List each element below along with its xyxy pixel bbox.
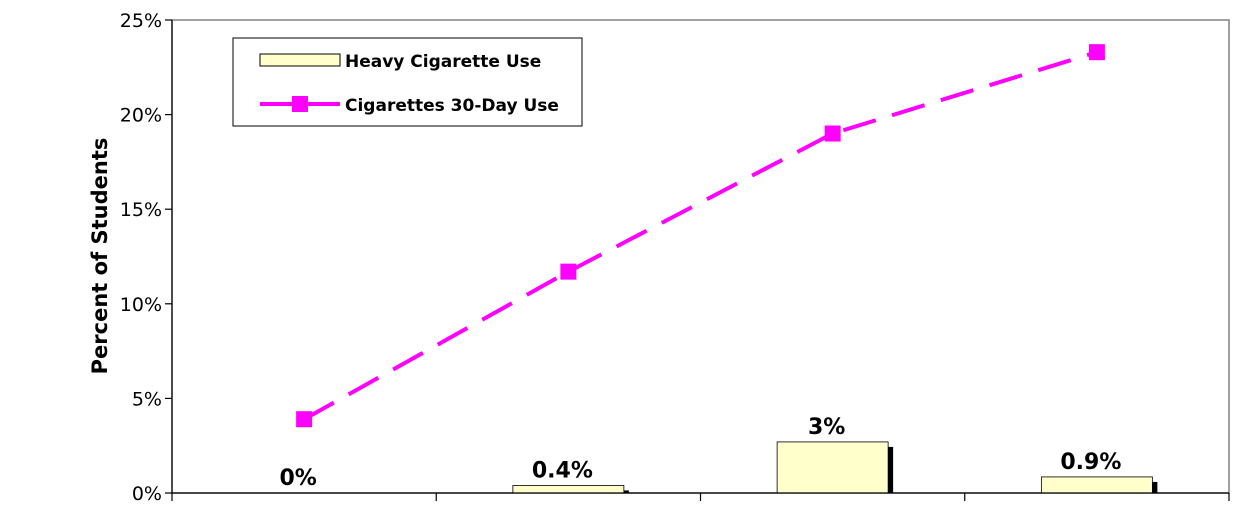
bar-1 [512,485,625,494]
y-axis-title: Percent of Students [88,138,112,375]
y-tick-label-0: 0% [132,483,162,505]
legend-bar-swatch [259,53,341,67]
y-tick-label-5: 25% [120,10,162,32]
y-tick-label-3: 15% [120,199,162,221]
bar-shadow-3 [1152,481,1158,493]
y-tick-label-4: 20% [120,105,162,127]
y-axis: 0% 5% 10% 15% 20% 25% [120,10,172,505]
legend-box [232,37,583,127]
line-marker-2 [824,125,841,142]
bar-series [512,441,1158,494]
bar-2 [776,441,889,494]
bar-3 [1040,476,1153,494]
line-series [296,44,1105,428]
y-tick-label-1: 5% [132,388,162,410]
legend-label-heavy: Heavy Cigarette Use [345,52,541,72]
bar-shadow-1 [623,490,629,493]
x-axis [171,493,1230,501]
line-marker-3 [1088,44,1105,61]
bar-data-labels: 0% 0.4% 3% 0.9% [279,415,1121,491]
line-marker-1 [560,263,577,280]
line-path [303,50,1098,421]
bar-shadow-2 [888,446,894,493]
bar-label-2: 3% [808,415,845,440]
bar-label-0: 0% [279,466,316,491]
line-marker-0 [296,411,313,428]
y-tick-label-2: 10% [120,294,162,316]
legend-marker-swatch [292,96,308,112]
legend-label-30day: Cigarettes 30-Day Use [345,96,559,116]
legend: Heavy Cigarette Use Cigarettes 30-Day Us… [232,37,583,127]
bar-label-3: 0.9% [1060,450,1121,475]
bar-label-1: 0.4% [532,458,593,483]
